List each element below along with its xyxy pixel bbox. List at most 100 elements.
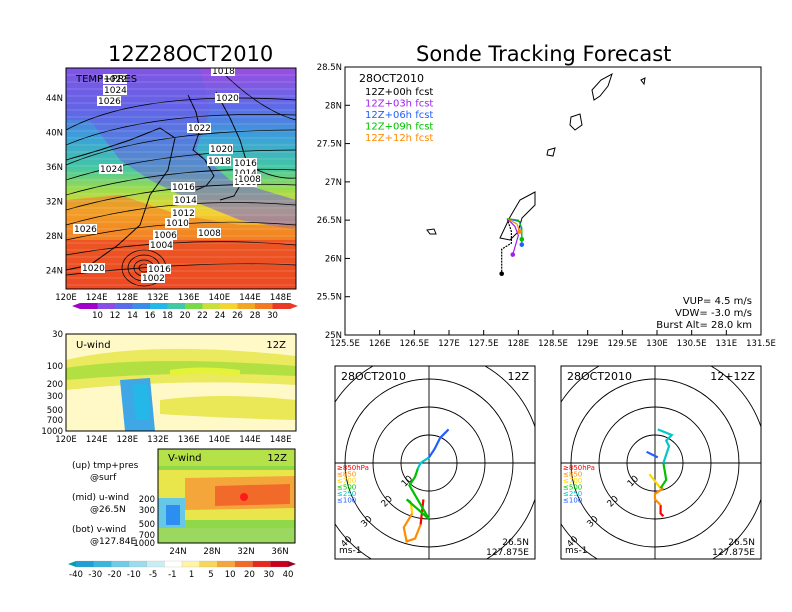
isobar-label-bg bbox=[215, 93, 239, 103]
isobar-label: 1020 bbox=[210, 145, 233, 155]
hodo-trace bbox=[416, 456, 430, 470]
track-lon-tick: 128.5E bbox=[538, 339, 568, 349]
track-lon-tick: 126.5E bbox=[399, 339, 429, 349]
hodo-level-label: ≤250 bbox=[563, 490, 582, 498]
v-pressure-tick: 300 bbox=[139, 506, 155, 516]
temp-colorbar-swatch bbox=[220, 303, 238, 309]
temp-colorbar-label: 12 bbox=[110, 311, 121, 321]
temp-colorbar bbox=[72, 303, 298, 309]
track-lon-tick: 129.5E bbox=[607, 339, 637, 349]
hodo-level-label: ≤700 bbox=[337, 477, 356, 485]
wind-colorbar-label: 20 bbox=[244, 570, 255, 580]
u-lon-tick: 132E bbox=[147, 435, 169, 445]
isobar-label: 1024 bbox=[104, 86, 127, 96]
isobar-label: 1016 bbox=[148, 265, 171, 275]
u-lon-tick: 124E bbox=[86, 435, 108, 445]
wind-colorbar-label: 1 bbox=[189, 570, 194, 580]
hodo-trace bbox=[657, 428, 674, 464]
map-lat-tick: 44N bbox=[46, 94, 63, 104]
track-legend-entry: 12Z+03h fcst bbox=[365, 99, 433, 110]
isobar-label: 1026 bbox=[98, 97, 121, 107]
track-legend-entry: 12Z+06h fcst bbox=[365, 110, 433, 121]
wind-colorbar-label: -30 bbox=[88, 570, 102, 580]
hodo-level-label: ≤100 bbox=[563, 497, 582, 505]
isobar-label: 1018 bbox=[208, 157, 231, 167]
hodo-level-label: ≤700 bbox=[563, 477, 582, 485]
left-title: 12Z28OCT2010 bbox=[108, 42, 274, 66]
isobar-label: 1008 bbox=[198, 229, 221, 239]
wind-colorbar-swatch bbox=[252, 560, 271, 568]
v-lat-tick: 28N bbox=[203, 547, 220, 557]
temp-pres-map: 1018102210241026102010221020101810161014… bbox=[66, 68, 296, 289]
v-wind-section bbox=[158, 449, 295, 543]
temp-colorbar-label: 20 bbox=[180, 311, 191, 321]
v-lat-tick: 24N bbox=[169, 547, 186, 557]
track-lat-tick: 27N bbox=[325, 178, 342, 188]
wind-colorbar-swatch bbox=[111, 560, 130, 568]
wind-colorbar bbox=[68, 560, 296, 568]
temp-colorbar-swatch bbox=[97, 303, 116, 309]
wind-colorbar-swatch bbox=[128, 560, 148, 568]
isobar-label: 1020 bbox=[216, 94, 239, 104]
v-pressure-tick: 1000 bbox=[133, 539, 155, 549]
track-lon-tick: 126E bbox=[369, 339, 391, 349]
wind-colorbar-swatch bbox=[199, 560, 218, 568]
track-lat-tick: 26N bbox=[325, 254, 342, 264]
temp-colorbar-swatch bbox=[185, 303, 203, 309]
isobar-label: 1010 bbox=[166, 219, 189, 229]
isobar-label-bg bbox=[73, 224, 97, 234]
isobar-label-bg bbox=[147, 264, 171, 274]
map-lat-tick: 40N bbox=[46, 129, 63, 139]
hodo-trace bbox=[402, 512, 422, 543]
track-date: 28OCT2010 bbox=[359, 72, 424, 85]
hodo-lon: 127.875E bbox=[486, 548, 529, 558]
track-lat-tick: 27.5N bbox=[317, 140, 342, 150]
wind-colorbar-high-end bbox=[288, 561, 296, 567]
track-lon-tick: 130E bbox=[646, 339, 668, 349]
hodo-level-label: ≤500 bbox=[563, 484, 582, 492]
isobar-label: 1016 bbox=[234, 159, 257, 169]
temp-colorbar-swatch bbox=[255, 303, 273, 309]
temp-colorbar-label: 10 bbox=[92, 311, 103, 321]
track-burst: Burst Alt= 28.0 km bbox=[656, 320, 752, 331]
isobar-label: 1022 bbox=[104, 75, 127, 85]
legend-mid-line2: @26.5N bbox=[90, 505, 126, 515]
hodo-level-label: ≤100 bbox=[337, 497, 356, 505]
isobar-label: 1026 bbox=[74, 225, 97, 235]
isobar-label: 1016 bbox=[172, 183, 195, 193]
hodo-level-label: ≥850hPa bbox=[337, 464, 369, 472]
temp-colorbar-swatch bbox=[115, 303, 133, 309]
hodo-lat: 26.5N bbox=[502, 538, 529, 548]
wind-colorbar-swatch bbox=[93, 560, 112, 568]
track-endpoint bbox=[517, 229, 523, 234]
isobar-label-bg bbox=[173, 195, 197, 205]
hodo-trace bbox=[653, 487, 665, 506]
temp-colorbar-label: 22 bbox=[197, 311, 208, 321]
hodo-level-label: ≤850 bbox=[563, 471, 582, 479]
u-wind-time: 12Z bbox=[266, 340, 286, 351]
u-pressure-tick: 700 bbox=[47, 416, 63, 426]
v-wind-label: V-wind bbox=[168, 453, 202, 464]
wind-colorbar-label: 5 bbox=[208, 570, 213, 580]
hodo-frame bbox=[334, 365, 536, 560]
temp-colorbar-label: 26 bbox=[232, 311, 243, 321]
track-lon-tick: 127E bbox=[438, 339, 460, 349]
legend-bot-line2: @127.84E bbox=[90, 537, 136, 547]
u-pressure-tick: 100 bbox=[47, 362, 63, 372]
u-pressure-tick: 30 bbox=[52, 330, 63, 340]
isobar-label-bg bbox=[197, 228, 221, 238]
isobar-label: 1022 bbox=[188, 124, 211, 134]
track-endpoint bbox=[519, 236, 525, 242]
map-lon-tick: 136E bbox=[178, 293, 200, 303]
map-lon-tick: 140E bbox=[209, 293, 231, 303]
temp-colorbar-label: 24 bbox=[215, 311, 226, 321]
isobar-label: 1004 bbox=[150, 241, 173, 251]
isobar-label: 1008 bbox=[238, 175, 261, 185]
track-lat-tick: 25.5N bbox=[317, 293, 342, 303]
track-lon-tick: 129E bbox=[577, 339, 599, 349]
hodo-lon: 127.875E bbox=[712, 548, 755, 558]
wind-colorbar-label: -1 bbox=[168, 570, 176, 580]
track-legend-entry: 12Z+00h fcst bbox=[365, 87, 433, 98]
